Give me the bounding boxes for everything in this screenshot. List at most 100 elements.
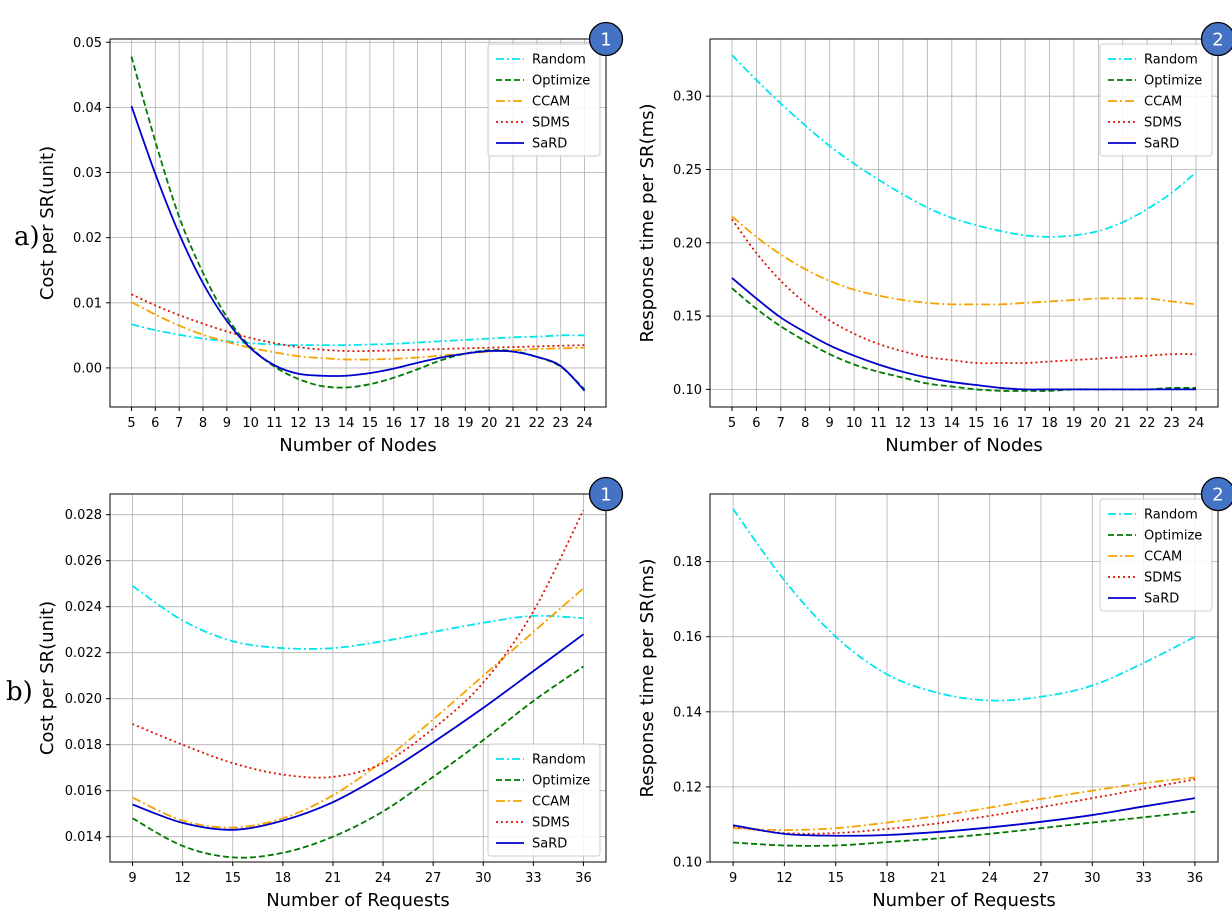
x-tick-label: 17 xyxy=(409,416,426,431)
x-tick-label: 5 xyxy=(728,416,736,431)
series-line-ccam xyxy=(132,587,585,829)
x-tick-label: 13 xyxy=(919,416,936,431)
series-line-sard xyxy=(732,797,1196,837)
x-tick-label: 11 xyxy=(870,416,887,431)
legend-label-ccam: CCAM xyxy=(1144,95,1182,110)
series-line-sard xyxy=(130,105,586,392)
y-tick-label: 0.018 xyxy=(65,738,102,753)
x-tick-label: 27 xyxy=(425,871,442,886)
x-tick-label: 9 xyxy=(223,416,231,431)
y-tick-label: 0.05 xyxy=(73,36,102,51)
legend-box xyxy=(1099,498,1213,612)
x-tick-label: 21 xyxy=(1114,416,1131,431)
panel-badge-number: 2 xyxy=(1212,30,1223,51)
series-group xyxy=(732,508,1196,847)
panel-badge-number: 1 xyxy=(600,485,611,506)
chart-b2: 9 12 15 18 21 24 27 30 33 36 0.10 0.12 0.14 0.16 0.18 N… xyxy=(637,476,1232,910)
y-tick-label: 0.20 xyxy=(673,236,702,251)
legend-label-random: Random xyxy=(532,53,586,68)
y-axis-label: Cost per SR(unit) xyxy=(37,601,58,755)
series-group xyxy=(731,54,1197,392)
series-line-optimize xyxy=(130,56,586,391)
x-tick-label: 22 xyxy=(1139,416,1156,431)
legend-label-sard: SaRD xyxy=(532,837,567,852)
series-line-random xyxy=(731,54,1197,238)
legend-box xyxy=(1099,43,1213,157)
x-tick-label: 30 xyxy=(1084,871,1101,886)
x-tick-label: 12 xyxy=(895,416,912,431)
legend-label-random: Random xyxy=(1144,508,1198,523)
x-tick-label: 18 xyxy=(433,416,450,431)
x-tick-label: 15 xyxy=(224,871,241,886)
x-tick-label: 21 xyxy=(505,416,522,431)
x-tick-label: 24 xyxy=(1188,416,1205,431)
x-tick-label: 12 xyxy=(776,871,793,886)
y-tick-label: 0.16 xyxy=(673,630,702,645)
x-tick-label: 33 xyxy=(1135,871,1152,886)
series-line-ccam xyxy=(731,215,1197,306)
y-tick-label: 0.026 xyxy=(65,554,102,569)
x-tick-label: 15 xyxy=(362,416,379,431)
x-tick-label: 24 xyxy=(981,871,998,886)
y-tick-label: 0.022 xyxy=(65,646,102,661)
x-tick-label: 19 xyxy=(457,416,474,431)
x-tick-label: 6 xyxy=(752,416,760,431)
legend-label-optimize: Optimize xyxy=(1144,529,1202,544)
series-line-random xyxy=(732,508,1196,702)
y-tick-label: 0.020 xyxy=(65,692,102,707)
legend-label-sard: SaRD xyxy=(1144,137,1179,152)
series-line-ccam xyxy=(733,776,1196,831)
y-tick-label: 0.014 xyxy=(65,830,102,845)
x-tick-label: 23 xyxy=(552,416,569,431)
x-tick-label: 27 xyxy=(1033,871,1050,886)
panel-badge xyxy=(588,476,624,512)
x-tick-label: 9 xyxy=(729,871,737,886)
panel-badge xyxy=(1200,21,1232,57)
axes-frame xyxy=(109,38,607,408)
y-axis-label: Response time per SR(ms) xyxy=(637,558,658,797)
x-tick-label: 20 xyxy=(481,416,498,431)
series-line-sard xyxy=(132,633,584,831)
x-tick-label: 18 xyxy=(879,871,896,886)
legend-label-ccam: CCAM xyxy=(1144,550,1182,565)
legend-label-random: Random xyxy=(1144,53,1198,68)
x-tick-label: 10 xyxy=(846,416,863,431)
legend-label-optimize: Optimize xyxy=(1144,74,1202,89)
y-axis-label: Cost per SR(unit) xyxy=(37,146,58,300)
x-tick-label: 24 xyxy=(375,871,392,886)
x-tick-label: 9 xyxy=(826,416,834,431)
y-tick-label: 0.00 xyxy=(73,361,102,376)
series-line-random xyxy=(132,585,584,650)
x-tick-label: 10 xyxy=(242,416,259,431)
x-tick-label: 5 xyxy=(127,416,135,431)
legend-label-ccam: CCAM xyxy=(532,95,570,110)
series-line-sdms xyxy=(131,293,585,353)
legend: Random Optimize CCAM SDMS SaRD xyxy=(1099,498,1213,612)
series-group xyxy=(132,509,585,859)
y-axis-label: Response time per SR(ms) xyxy=(637,103,658,342)
y-tick-label: 0.12 xyxy=(673,780,702,795)
y-tick-label: 0.03 xyxy=(73,166,102,181)
panel-badge-number: 2 xyxy=(1212,485,1223,506)
x-tick-label: 7 xyxy=(175,416,183,431)
series-line-sdms xyxy=(732,778,1196,835)
x-tick-label: 21 xyxy=(325,871,342,886)
series-line-ccam xyxy=(131,301,585,361)
x-tick-label: 17 xyxy=(1017,416,1034,431)
legend: Random Optimize CCAM SDMS SaRD xyxy=(487,743,601,857)
legend-label-sard: SaRD xyxy=(1144,592,1179,607)
x-tick-label: 7 xyxy=(777,416,785,431)
legend-label-random: Random xyxy=(532,753,586,768)
y-tick-label: 0.30 xyxy=(673,90,702,105)
x-tick-label: 18 xyxy=(1041,416,1058,431)
x-tick-label: 6 xyxy=(151,416,159,431)
y-tick-label: 0.25 xyxy=(673,163,702,178)
x-tick-label: 36 xyxy=(1187,871,1204,886)
y-tick-label: 0.10 xyxy=(673,856,702,871)
x-tick-label: 12 xyxy=(290,416,307,431)
y-tick-label: 0.04 xyxy=(73,101,102,116)
x-tick-label: 24 xyxy=(576,416,593,431)
x-tick-label: 14 xyxy=(338,416,355,431)
x-tick-label: 14 xyxy=(944,416,961,431)
